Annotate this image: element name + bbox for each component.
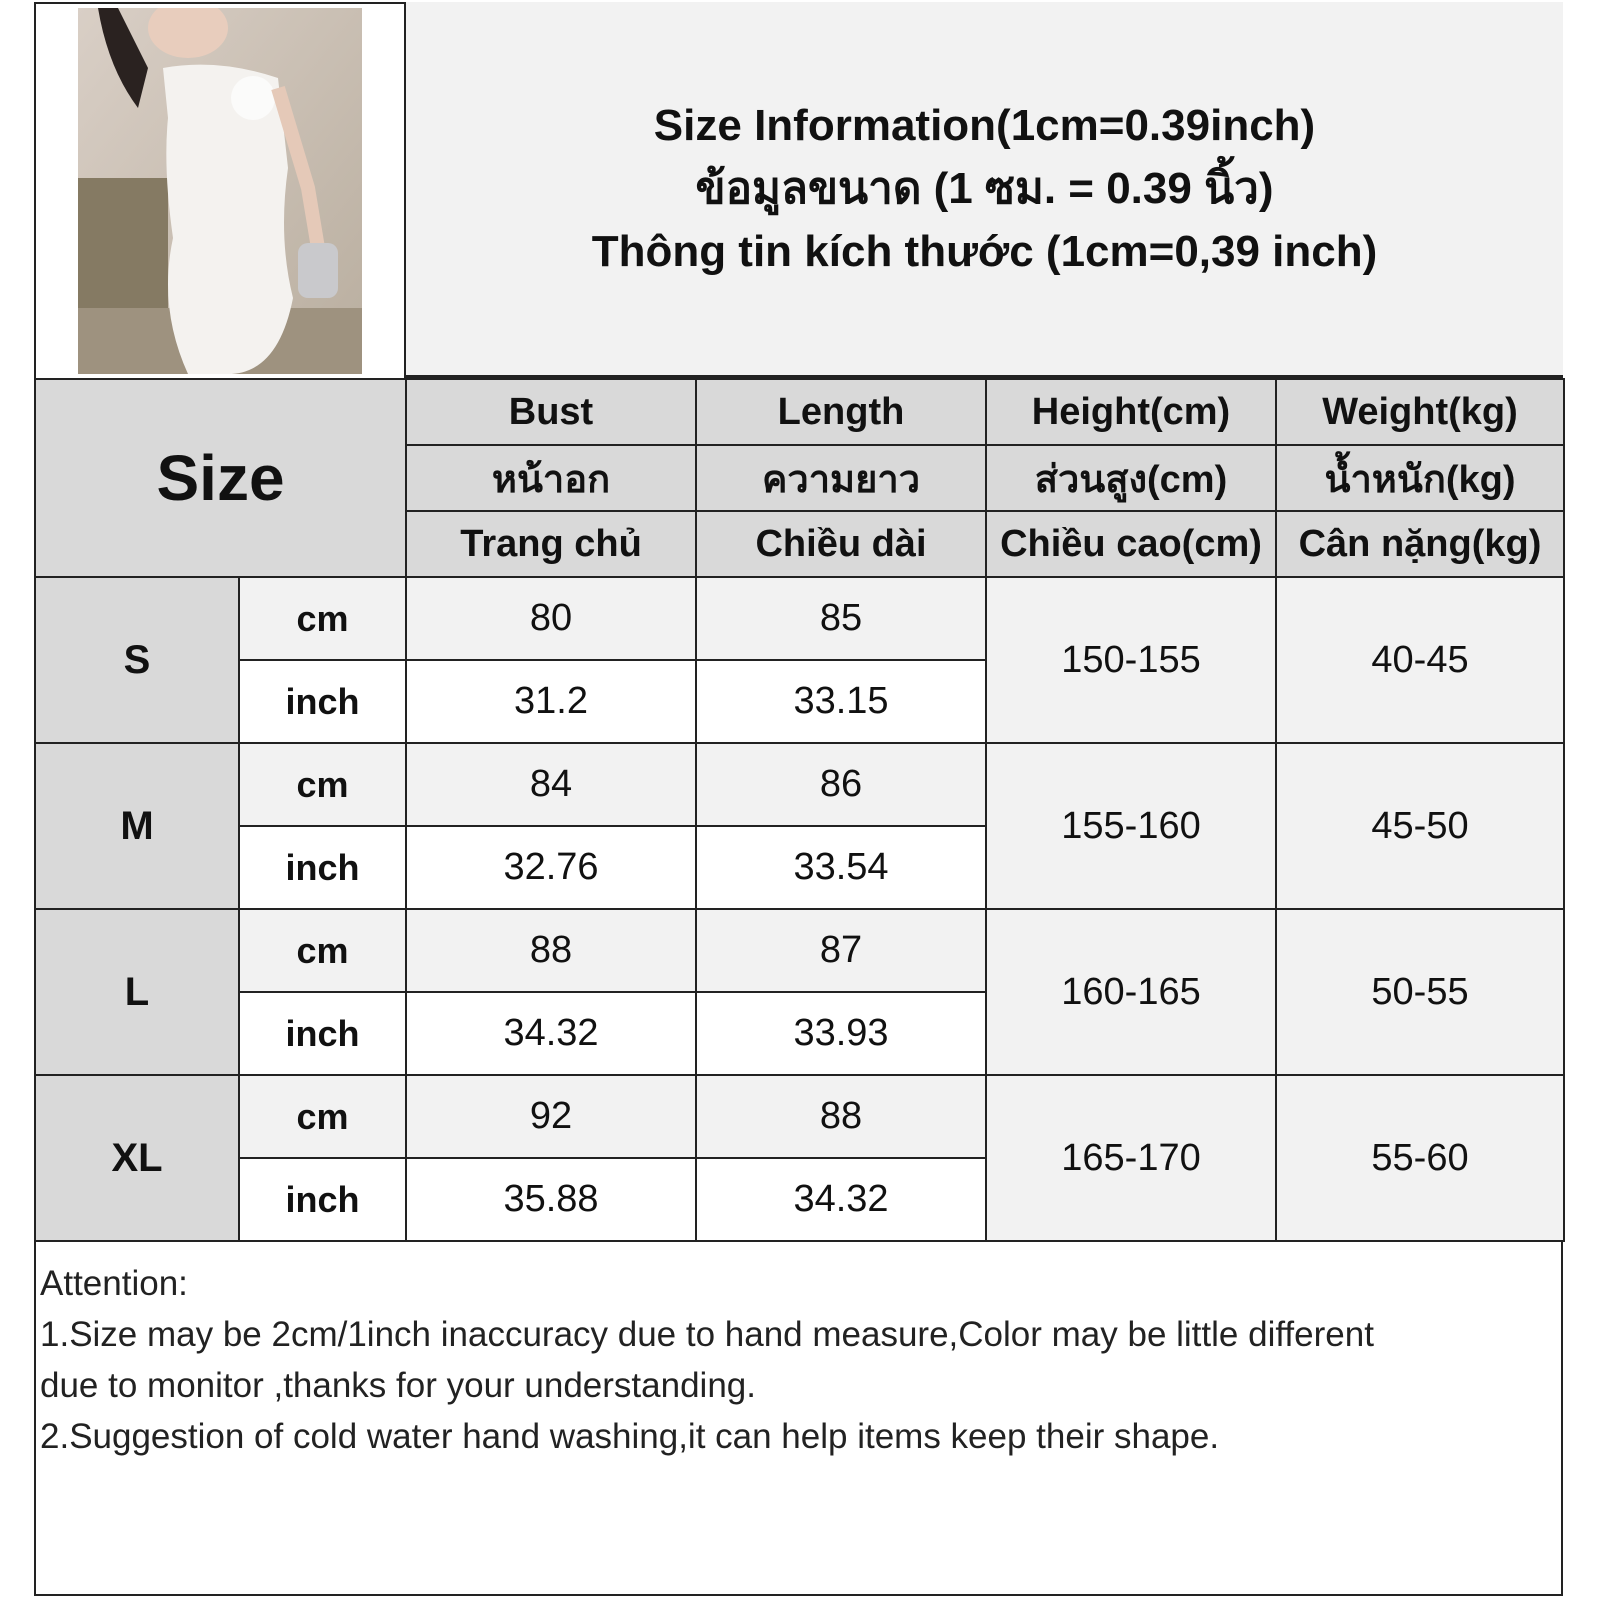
length-cm: 85 [695,576,987,661]
size-info-title: Size Information(1cm=0.39inch) ข้อมูลขนา… [406,2,1563,378]
size-row-inch: inch 31.2 33.15 [35,659,1564,744]
weight-range: 45-50 [1275,742,1565,910]
size-header: Size [34,378,407,578]
unit-cm: cm [238,908,407,993]
unit-inch: inch [238,1157,407,1242]
size-label: L [34,908,240,1076]
title-vietnamese: Thông tin kích thước (1cm=0,39 inch) [591,227,1378,276]
header-length-th: ความยาว [695,444,987,512]
weight-range: 55-60 [1275,1074,1565,1242]
bust-inch: 32.76 [405,825,697,910]
bust-cm: 92 [405,1074,697,1159]
attention-notes: Attention: 1.Size may be 2cm/1inch inacc… [40,1258,1555,1462]
size-row-inch: inch 35.88 34.32 [35,1157,1564,1242]
bust-inch: 31.2 [405,659,697,744]
note-line: 2.Suggestion of cold water hand washing,… [40,1417,1220,1456]
bust-cm: 80 [405,576,697,661]
height-range: 155-160 [985,742,1277,910]
header-weight-th: น้ำหนัก(kg) [1275,444,1565,512]
header-length-en: Length [695,378,987,446]
weight-range: 40-45 [1275,576,1565,744]
length-inch: 33.54 [695,825,987,910]
bust-cm: 84 [405,742,697,827]
size-label: S [34,576,240,744]
header-weight-vi: Cân nặng(kg) [1275,510,1565,578]
size-row-inch: inch 32.76 33.54 [35,825,1564,910]
unit-inch: inch [238,825,407,910]
length-inch: 33.93 [695,991,987,1076]
height-range: 150-155 [985,576,1277,744]
bust-cm: 88 [405,908,697,993]
unit-cm: cm [238,576,407,661]
header-bust-vi: Trang chủ [405,510,697,578]
size-table: Size Bust Length Height(cm) Weight(kg) ห… [34,378,1565,1242]
product-photo-cell [34,2,406,378]
header-height-vi: Chiều cao(cm) [985,510,1277,578]
title-english: Size Information(1cm=0.39inch) [653,101,1316,150]
size-label: M [34,742,240,910]
unit-cm: cm [238,1074,407,1159]
header-bust-th: หน้าอก [405,444,697,512]
header-height-en: Height(cm) [985,378,1277,446]
height-range: 160-165 [985,908,1277,1076]
unit-cm: cm [238,742,407,827]
size-label: XL [34,1074,240,1242]
size-row-cm: XL cm 92 88 165-170 55-60 [34,1074,1565,1242]
length-cm: 86 [695,742,987,827]
header-bust-en: Bust [405,378,697,446]
header-weight-en: Weight(kg) [1275,378,1565,446]
header-height-th: ส่วนสูง(cm) [985,444,1277,512]
length-cm: 88 [695,1074,987,1159]
product-photo [78,8,362,374]
bust-inch: 35.88 [405,1157,697,1242]
length-cm: 87 [695,908,987,993]
note-line: due to monitor ,thanks for your understa… [40,1366,756,1405]
size-row-inch: inch 34.32 33.93 [35,991,1564,1076]
unit-inch: inch [238,991,407,1076]
header-length-vi: Chiều dài [695,510,987,578]
title-thai: ข้อมูลขนาด (1 ซม. = 0.39 นิ้ว) [695,164,1274,213]
length-inch: 34.32 [695,1157,987,1242]
bust-inch: 34.32 [405,991,697,1076]
length-inch: 33.15 [695,659,987,744]
unit-inch: inch [238,659,407,744]
height-range: 165-170 [985,1074,1277,1242]
weight-range: 50-55 [1275,908,1565,1076]
notes-heading: Attention: [40,1264,188,1303]
note-line: 1.Size may be 2cm/1inch inaccuracy due t… [40,1315,1374,1354]
